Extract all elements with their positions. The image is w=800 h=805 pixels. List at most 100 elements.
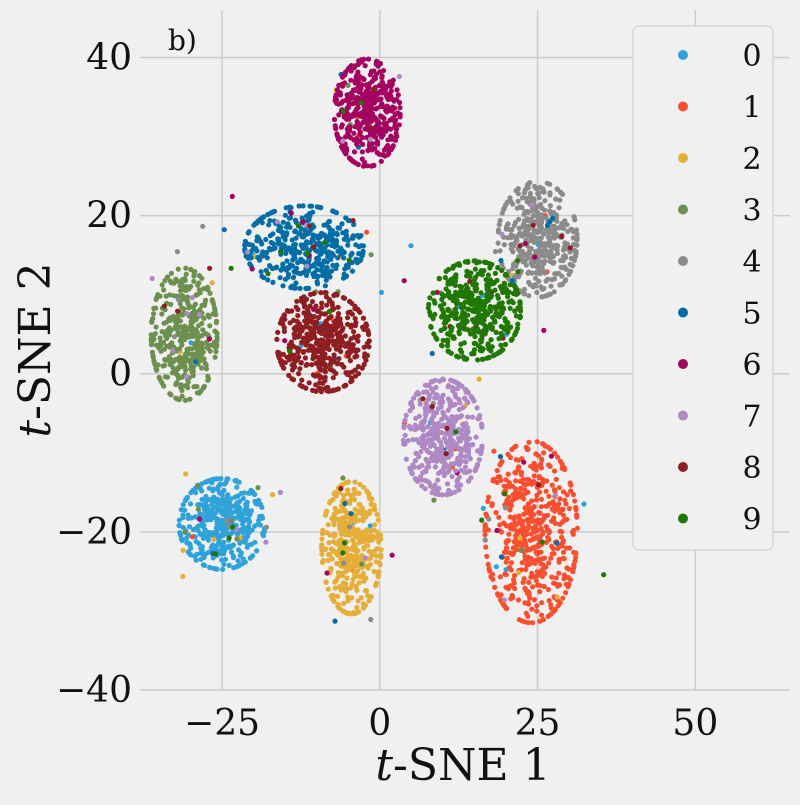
data-point (307, 227, 313, 234)
data-point (283, 232, 289, 238)
data-point (350, 218, 356, 224)
data-point (503, 271, 509, 277)
data-point (508, 235, 514, 241)
data-point (542, 258, 548, 264)
data-point (461, 426, 467, 432)
data-point (284, 258, 290, 264)
data-point (296, 203, 302, 209)
data-point (571, 242, 577, 248)
data-point (533, 573, 539, 580)
data-point (420, 396, 426, 402)
data-point (356, 138, 362, 144)
data-point (490, 281, 496, 287)
data-point (515, 597, 522, 603)
data-point (440, 392, 446, 398)
data-point (531, 473, 537, 479)
data-point (337, 92, 343, 98)
data-point (573, 507, 579, 513)
data-point (457, 438, 464, 444)
data-point (295, 313, 301, 319)
data-point (221, 539, 227, 545)
data-point (372, 145, 378, 152)
data-point (421, 419, 427, 425)
data-point (556, 556, 562, 562)
data-point (348, 252, 354, 258)
data-point (525, 620, 531, 626)
data-point (197, 516, 203, 522)
data-point (538, 504, 545, 510)
data-point (403, 412, 409, 418)
data-point (374, 141, 381, 147)
data-point (309, 203, 315, 209)
scatter-points (148, 56, 607, 626)
data-point (518, 547, 524, 554)
data-point (226, 562, 232, 569)
data-point (372, 86, 378, 92)
data-point (493, 329, 499, 335)
data-point (457, 325, 463, 331)
data-point (243, 537, 249, 543)
data-point (213, 320, 219, 326)
data-point (274, 264, 280, 270)
data-point (403, 456, 409, 462)
data-point (435, 426, 441, 432)
data-point (509, 446, 515, 452)
data-point (352, 542, 358, 548)
data-point (306, 257, 312, 263)
data-point (179, 305, 185, 311)
data-point (324, 570, 330, 576)
data-point (254, 501, 261, 507)
data-point (509, 336, 515, 342)
data-point (265, 271, 271, 277)
data-point (206, 314, 212, 320)
data-point (423, 401, 429, 407)
data-point (418, 474, 424, 480)
data-point (221, 487, 227, 494)
data-point (339, 570, 345, 576)
data-point (349, 345, 355, 351)
data-point (453, 310, 460, 316)
data-point (336, 225, 343, 231)
data-point (560, 519, 566, 525)
data-point (535, 214, 541, 220)
data-point (401, 278, 407, 284)
data-point (548, 283, 554, 289)
panel-label: b) (168, 24, 197, 57)
data-point (462, 395, 468, 401)
data-point (322, 258, 328, 264)
data-point (352, 80, 358, 86)
data-point (487, 305, 493, 311)
data-point (521, 459, 527, 465)
data-point (365, 56, 372, 62)
data-point (366, 331, 372, 338)
data-point (376, 539, 382, 545)
data-point (529, 498, 535, 504)
data-point (572, 558, 578, 564)
data-point (529, 606, 535, 612)
data-point (197, 311, 203, 317)
data-point (228, 265, 234, 271)
data-point (545, 292, 551, 298)
data-point (568, 488, 574, 494)
data-point (245, 255, 251, 261)
data-point (557, 197, 563, 203)
data-point (428, 323, 434, 330)
data-point (560, 489, 567, 495)
data-point (453, 306, 459, 312)
data-point (187, 501, 194, 507)
data-point (505, 329, 511, 335)
data-point (240, 561, 246, 567)
data-point (536, 474, 543, 480)
data-point (268, 239, 274, 246)
data-point (551, 289, 557, 295)
data-point (256, 517, 262, 524)
data-point (492, 287, 498, 293)
data-point (199, 496, 205, 502)
data-point (512, 332, 518, 338)
data-point (322, 239, 328, 245)
data-point (159, 311, 165, 317)
data-point (517, 243, 523, 249)
data-point (263, 524, 269, 530)
data-point (289, 283, 295, 289)
data-point (348, 156, 354, 162)
